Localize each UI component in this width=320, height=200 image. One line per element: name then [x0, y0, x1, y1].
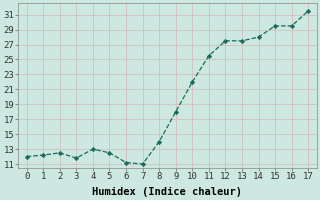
X-axis label: Humidex (Indice chaleur): Humidex (Indice chaleur)	[92, 186, 243, 197]
